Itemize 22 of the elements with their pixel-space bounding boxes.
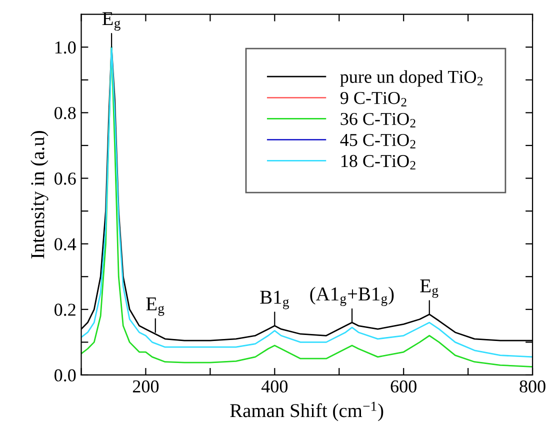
x-axis-title: Raman Shift (cm$^{−1}$): [230, 402, 384, 422]
x-tick-label: 600: [390, 380, 416, 393]
y-tick-label: 0.2: [54, 304, 76, 316]
x-tick-label: 800: [520, 380, 546, 393]
annotation: (A1$_{g}$+B1$_{g}$): [310, 286, 394, 306]
legend-label: 9 C-TiO$_{2}$: [340, 92, 406, 106]
y-tick-label: 0.6: [54, 172, 76, 185]
legend-label: 36 C-TiO$_{2}$: [340, 112, 416, 128]
x-tick-label: 400: [261, 380, 288, 393]
legend-label: pure un doped TiO$_{2}$: [340, 70, 483, 87]
y-tick-label: 0.8: [54, 106, 76, 120]
x-tick-label: 200: [132, 380, 159, 393]
legend-label: 45 C-TiO$_{2}$: [340, 134, 416, 148]
y-tick-label: 0.4: [54, 238, 76, 250]
annotation: E$_{g}$: [102, 12, 120, 31]
y-axis-title: Intensity in (a.u): [30, 130, 48, 258]
legend-label: 18 C-TiO$_{2}$: [341, 154, 416, 170]
annotation: B1$_{g}$: [260, 290, 289, 310]
annotation: E$_{g}$: [146, 297, 164, 316]
annotation: E$_{g}$: [420, 279, 438, 298]
y-tick-label: 1.0: [55, 41, 76, 54]
y-tick-label: 0.0: [54, 369, 76, 382]
